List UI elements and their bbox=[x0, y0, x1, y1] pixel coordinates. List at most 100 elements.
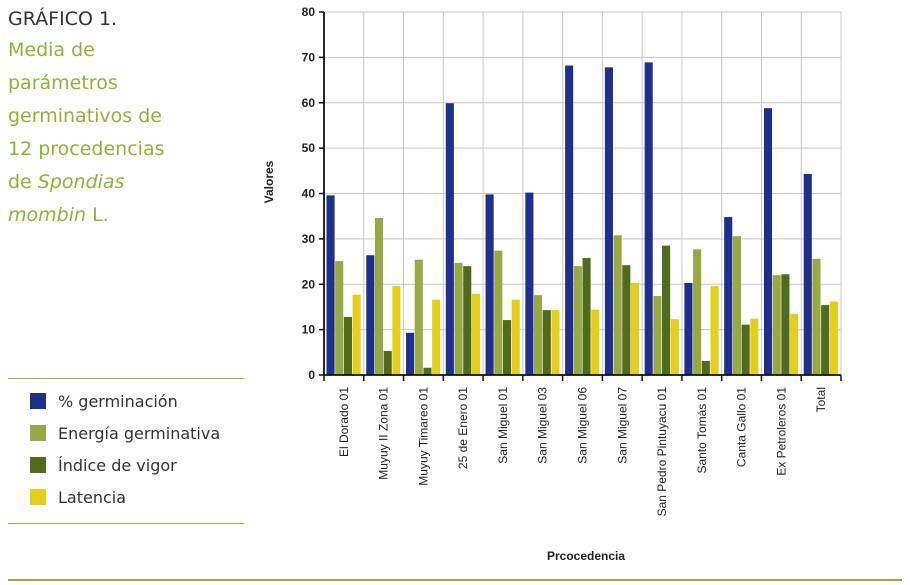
x-tick-label: Canta Gallo 01 bbox=[735, 387, 749, 467]
y-tick-label: 10 bbox=[302, 323, 316, 337]
figure-caption: GRÁFICO 1. Media de parámetros germinati… bbox=[8, 2, 248, 232]
bar bbox=[821, 305, 830, 375]
y-tick-labels: 0 10 20 30 40 50 60 70 80 bbox=[302, 5, 316, 382]
bar bbox=[622, 265, 631, 375]
y-tick-label: 60 bbox=[302, 96, 316, 110]
legend-item-germinacion: % germinación bbox=[8, 385, 244, 417]
bar bbox=[392, 286, 401, 375]
x-tick-label: San Pedro Pintuyacu 01 bbox=[655, 387, 669, 517]
bar bbox=[750, 318, 759, 375]
legend-item-latencia: Latencia bbox=[8, 481, 244, 513]
x-tick-label: Muyuy II Zona 01 bbox=[377, 387, 391, 480]
bar bbox=[772, 275, 781, 375]
bar bbox=[763, 108, 773, 375]
legend-swatch-energia bbox=[30, 425, 46, 441]
chart-axes bbox=[319, 11, 842, 381]
caption-line-3: germinativos de bbox=[8, 105, 162, 127]
y-tick-label: 70 bbox=[302, 50, 316, 64]
bar bbox=[693, 249, 702, 375]
bar bbox=[829, 301, 838, 375]
legend-label-vigor: Índice de vigor bbox=[58, 455, 177, 475]
legend-label-latencia: Latencia bbox=[58, 487, 127, 507]
bar bbox=[644, 62, 653, 376]
bar bbox=[485, 194, 494, 375]
x-tick-label: San Miguel 07 bbox=[615, 387, 629, 464]
bar bbox=[790, 313, 799, 375]
bottom-rule bbox=[8, 579, 902, 581]
y-tick-label: 20 bbox=[302, 277, 316, 291]
legend-label-germinacion: % germinación bbox=[58, 391, 178, 411]
bar bbox=[573, 266, 582, 375]
bar bbox=[732, 236, 741, 375]
bar bbox=[525, 192, 534, 375]
legend-swatch-vigor bbox=[30, 457, 46, 473]
caption-species-genus: Spondias bbox=[37, 171, 125, 193]
bar bbox=[335, 261, 344, 375]
bar bbox=[710, 286, 719, 375]
bar bbox=[534, 295, 543, 375]
x-tick-label: Santo Tomás 01 bbox=[695, 387, 709, 474]
bar bbox=[343, 316, 352, 375]
bar bbox=[383, 350, 392, 375]
bar bbox=[454, 262, 463, 375]
x-tick-label: Ex Petroleros 01 bbox=[774, 387, 788, 476]
legend-label-energia: Energía germinativa bbox=[58, 423, 221, 443]
y-tick-label: 30 bbox=[302, 232, 316, 246]
bar bbox=[613, 235, 622, 375]
bar bbox=[445, 103, 454, 376]
bar bbox=[604, 67, 613, 376]
bar bbox=[630, 282, 640, 375]
y-tick-label: 50 bbox=[302, 141, 316, 155]
bar bbox=[352, 294, 361, 375]
bar bbox=[471, 293, 480, 375]
bar bbox=[502, 320, 512, 375]
bar bbox=[781, 274, 790, 375]
legend-swatch-germinacion bbox=[30, 393, 46, 409]
x-tick-label: San Miguel 03 bbox=[536, 387, 550, 464]
bar bbox=[591, 309, 600, 375]
bar bbox=[494, 250, 503, 375]
bar bbox=[684, 282, 693, 375]
bar bbox=[366, 255, 375, 375]
caption-author: L. bbox=[86, 204, 109, 226]
caption-line-2: parámetros bbox=[8, 72, 118, 94]
x-tick-labels: El Dorado 01 Muyuy II Zona 01 Muyuy Timare… bbox=[337, 387, 828, 517]
bar bbox=[542, 310, 551, 375]
bar bbox=[432, 299, 441, 375]
bar bbox=[701, 360, 710, 375]
bar bbox=[551, 310, 560, 375]
x-axis-title: Prcocedencia bbox=[547, 549, 625, 563]
legend-item-energia: Energía germinativa bbox=[8, 417, 244, 449]
legend-item-vigor: Índice de vigor bbox=[8, 449, 244, 481]
x-tick-label: San Miguel 01 bbox=[496, 387, 510, 464]
y-tick-label: 80 bbox=[302, 5, 316, 19]
caption-line-1: Media de bbox=[8, 39, 95, 61]
x-tick-label: Muyuy Timareo 01 bbox=[416, 387, 430, 486]
x-tick-label: San Miguel 06 bbox=[576, 387, 590, 464]
bar bbox=[511, 299, 520, 375]
bar bbox=[406, 332, 415, 375]
legend-swatch-latencia bbox=[30, 489, 46, 505]
bar bbox=[653, 296, 662, 375]
bar bbox=[803, 173, 812, 375]
bar bbox=[463, 266, 472, 375]
x-tick-label: Total bbox=[814, 387, 828, 412]
bar bbox=[741, 324, 750, 375]
bar bbox=[414, 259, 423, 375]
x-tick-label: 25 de Enero 01 bbox=[456, 387, 470, 469]
chart-bars bbox=[326, 62, 838, 376]
bar bbox=[724, 217, 733, 375]
bar bbox=[423, 367, 432, 375]
bar bbox=[326, 195, 335, 375]
figure-label: GRÁFICO 1. bbox=[8, 8, 118, 30]
y-tick-label: 0 bbox=[308, 368, 315, 382]
y-axis-title: Valores bbox=[262, 160, 276, 203]
bar bbox=[662, 245, 671, 375]
y-tick-label: 40 bbox=[302, 187, 316, 201]
bar bbox=[670, 319, 679, 375]
bar bbox=[565, 65, 574, 375]
caption-line-4: 12 procedencias bbox=[8, 138, 165, 160]
bar bbox=[582, 257, 591, 375]
chart-legend: % germinación Energía germinativa Índice… bbox=[8, 378, 244, 524]
